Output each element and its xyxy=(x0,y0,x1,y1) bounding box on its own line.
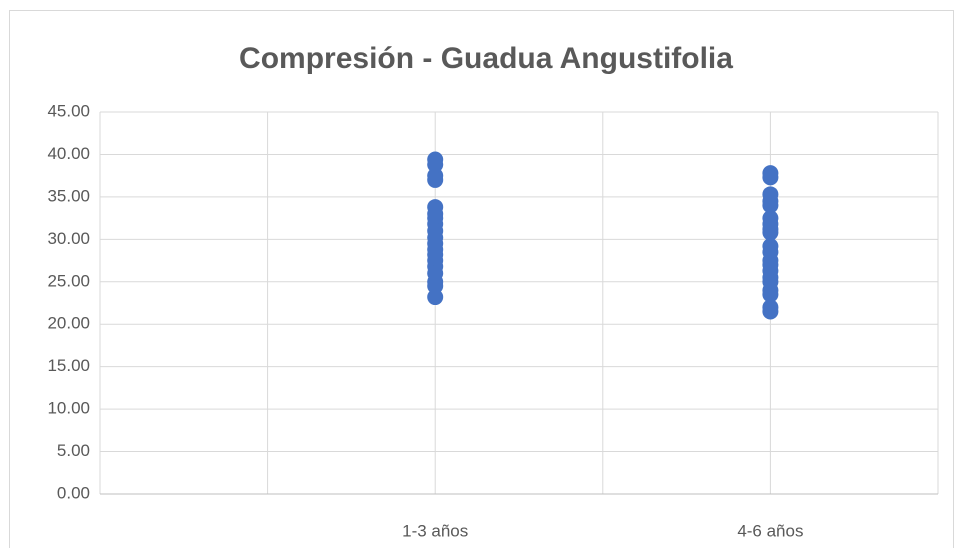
y-tick-label: 10.00 xyxy=(47,399,90,418)
data-point xyxy=(762,224,779,241)
chart-title: Compresión - Guadua Angustifolia xyxy=(239,42,733,75)
y-tick-label: 35.00 xyxy=(47,186,90,205)
x-tick-label: 4-6 años xyxy=(737,521,803,540)
y-tick-label: 5.00 xyxy=(57,441,90,460)
x-tick-label: 1-3 años xyxy=(402,521,468,540)
data-point xyxy=(427,278,444,295)
data-point xyxy=(762,197,779,214)
data-point xyxy=(427,156,444,173)
y-tick-label: 20.00 xyxy=(47,314,90,333)
y-tick-label: 25.00 xyxy=(47,271,90,290)
y-tick-label: 30.00 xyxy=(47,229,90,248)
data-point xyxy=(427,289,444,306)
data-point xyxy=(762,286,779,303)
chart-frame xyxy=(9,10,954,548)
y-tick-label: 40.00 xyxy=(47,144,90,163)
y-tick-label: 0.00 xyxy=(57,483,90,502)
data-point xyxy=(762,169,779,186)
data-point xyxy=(762,303,779,320)
y-tick-label: 15.00 xyxy=(47,356,90,375)
y-tick-label: 45.00 xyxy=(47,101,90,120)
data-point xyxy=(427,171,444,188)
